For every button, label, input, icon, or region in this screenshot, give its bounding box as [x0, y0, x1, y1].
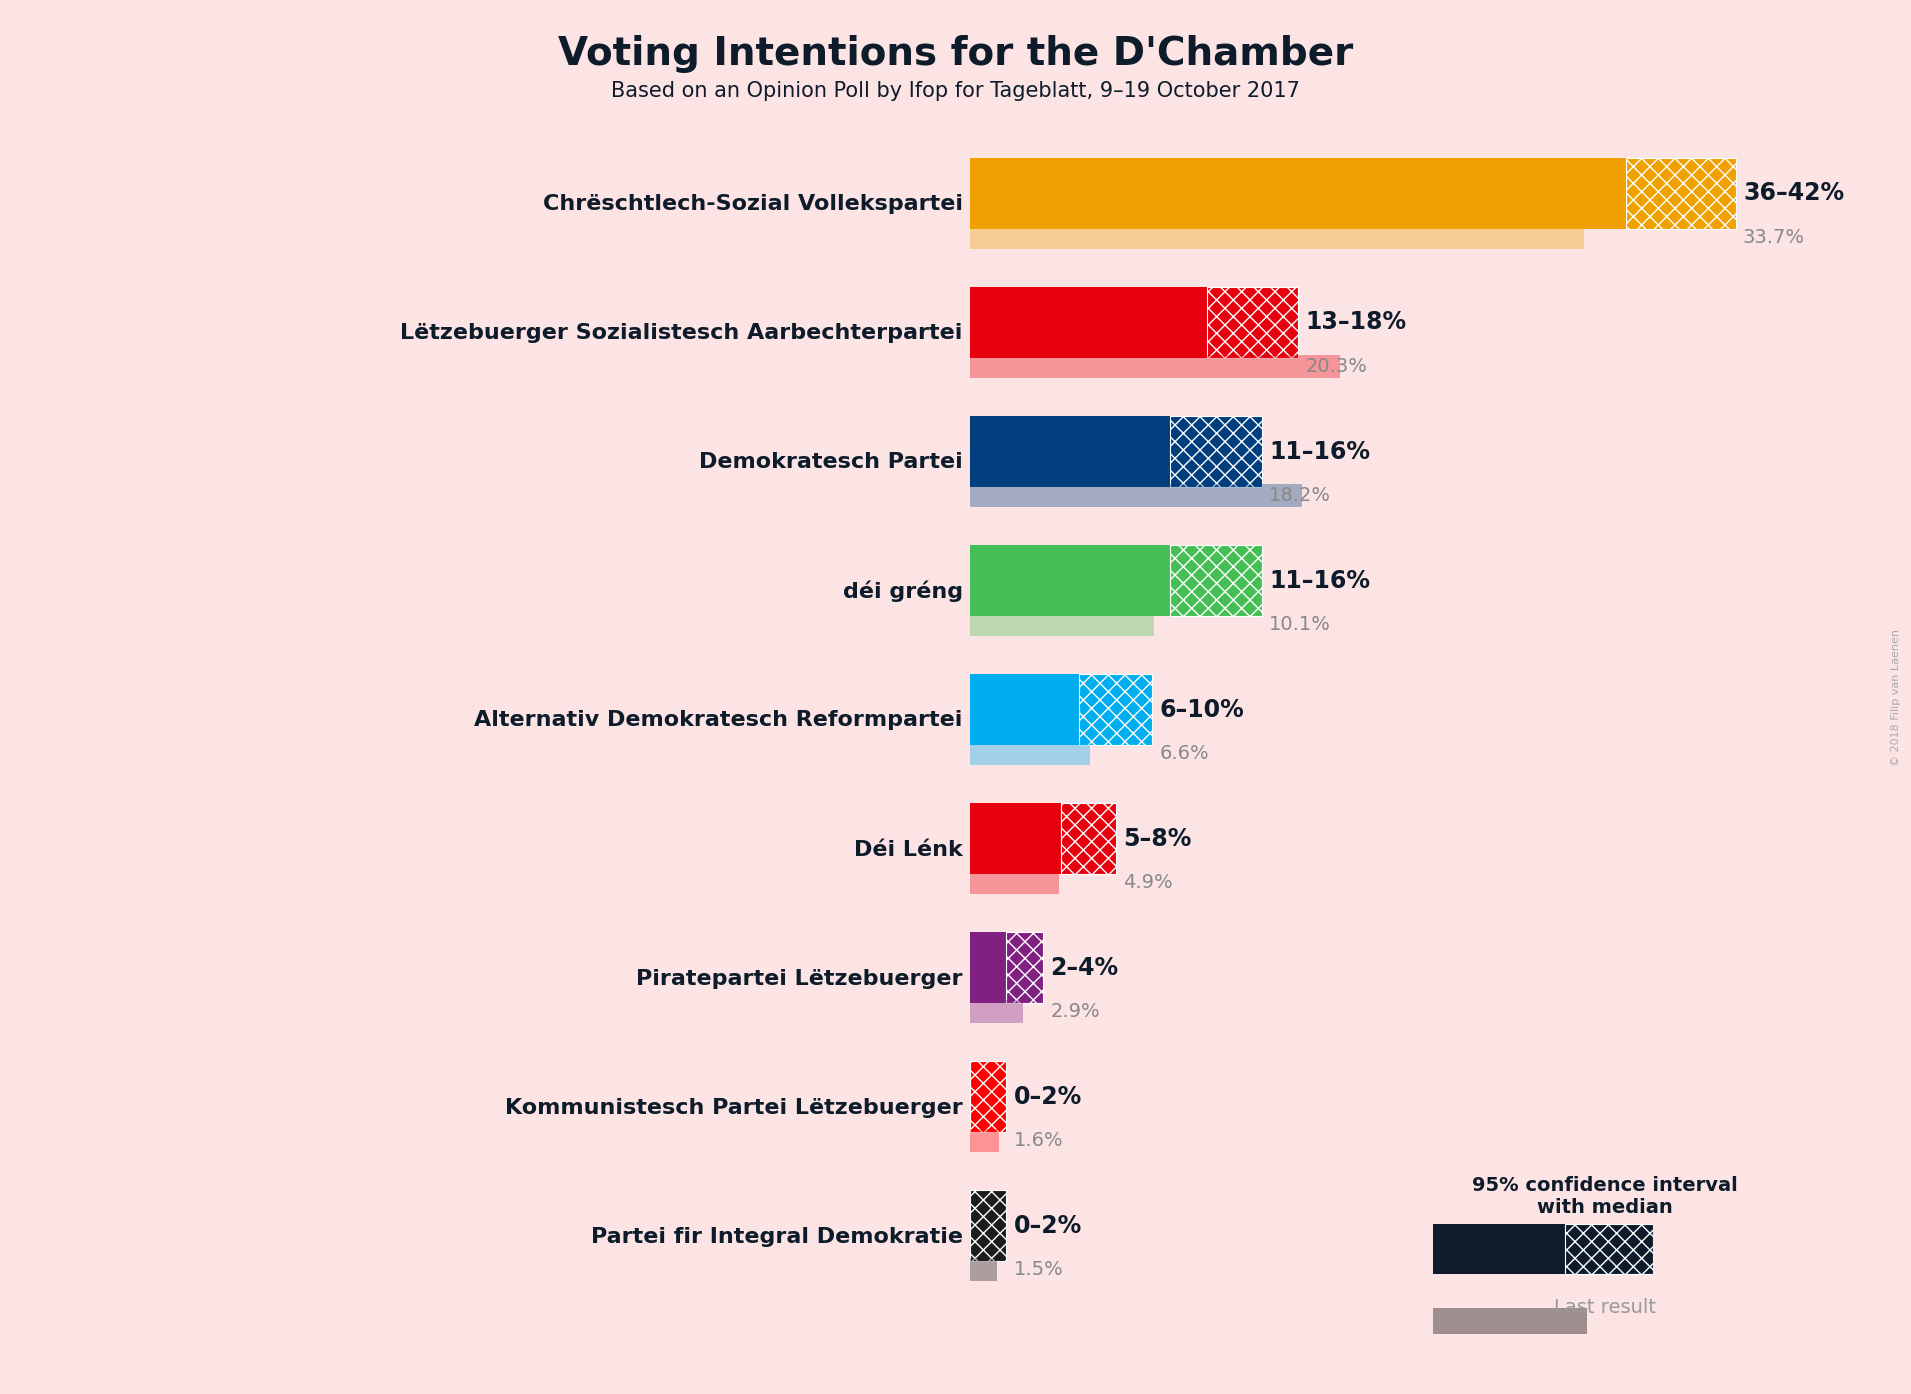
Text: 11–16%: 11–16%: [1269, 569, 1370, 592]
Bar: [971, 545, 1170, 616]
Text: Kommunistesch Partei Lëtzebuerger: Kommunistesch Partei Lëtzebuerger: [505, 1097, 963, 1118]
Bar: [1626, 158, 1735, 229]
Text: 20.3%: 20.3%: [1305, 357, 1366, 376]
Text: 1.5%: 1.5%: [1013, 1260, 1063, 1280]
Bar: [1061, 803, 1116, 874]
Text: 1.6%: 1.6%: [1013, 1132, 1063, 1150]
Bar: [1170, 545, 1261, 616]
Bar: [1208, 287, 1298, 358]
Text: Voting Intentions for the D'Chamber: Voting Intentions for the D'Chamber: [558, 35, 1353, 72]
Bar: [971, 415, 1170, 487]
Text: 13–18%: 13–18%: [1305, 311, 1406, 335]
Bar: [971, 613, 1154, 636]
Bar: [971, 226, 1584, 250]
Text: Demokratesch Partei: Demokratesch Partei: [699, 453, 963, 473]
Text: Chrëschtlech-Sozial Vollekspartei: Chrëschtlech-Sozial Vollekspartei: [543, 194, 963, 215]
Bar: [971, 871, 1059, 894]
Bar: [1080, 675, 1152, 746]
Text: 95% confidence interval
with median: 95% confidence interval with median: [1471, 1175, 1739, 1217]
Bar: [971, 354, 1340, 378]
Bar: [971, 803, 1061, 874]
Text: Lëtzebuerger Sozialistesch Aarbechterpartei: Lëtzebuerger Sozialistesch Aarbechterpar…: [399, 323, 963, 343]
Text: 10.1%: 10.1%: [1269, 615, 1330, 634]
Text: Based on an Opinion Poll by Ifop for Tageblatt, 9–19 October 2017: Based on an Opinion Poll by Ifop for Tag…: [612, 81, 1299, 100]
Text: © 2018 Filip van Laenen: © 2018 Filip van Laenen: [1890, 629, 1901, 765]
Bar: [971, 1190, 1007, 1262]
Bar: [971, 933, 1007, 1004]
Text: Partei fir Integral Demokratie: Partei fir Integral Demokratie: [590, 1227, 963, 1246]
Bar: [1433, 1308, 1586, 1334]
Text: déi gréng: déi gréng: [843, 581, 963, 602]
Text: 0–2%: 0–2%: [1013, 1214, 1082, 1238]
Bar: [1170, 415, 1261, 487]
Text: 33.7%: 33.7%: [1743, 227, 1804, 247]
Bar: [1565, 1224, 1653, 1274]
Bar: [971, 675, 1080, 746]
Text: 4.9%: 4.9%: [1124, 873, 1173, 892]
Bar: [971, 742, 1091, 765]
Text: Piratepartei Lëtzebuerger: Piratepartei Lëtzebuerger: [636, 969, 963, 988]
Text: 18.2%: 18.2%: [1269, 487, 1330, 505]
Text: 2.9%: 2.9%: [1051, 1002, 1099, 1022]
Text: 0–2%: 0–2%: [1013, 1085, 1082, 1108]
Bar: [971, 1129, 999, 1153]
Bar: [1007, 933, 1043, 1004]
Text: 5–8%: 5–8%: [1124, 827, 1191, 850]
Bar: [1433, 1224, 1565, 1274]
Bar: [971, 484, 1301, 507]
Bar: [971, 287, 1208, 358]
Text: 36–42%: 36–42%: [1743, 181, 1844, 205]
Bar: [971, 999, 1022, 1023]
Text: Last result: Last result: [1554, 1298, 1657, 1317]
Text: Déi Lénk: Déi Lénk: [854, 839, 963, 860]
Bar: [971, 158, 1626, 229]
Text: 11–16%: 11–16%: [1269, 439, 1370, 464]
Text: Alternativ Demokratesch Reformpartei: Alternativ Demokratesch Reformpartei: [474, 711, 963, 730]
Bar: [971, 1259, 998, 1281]
Text: 6–10%: 6–10%: [1160, 697, 1244, 722]
Text: 6.6%: 6.6%: [1160, 744, 1210, 763]
Bar: [971, 1061, 1007, 1132]
Text: 2–4%: 2–4%: [1051, 956, 1118, 980]
